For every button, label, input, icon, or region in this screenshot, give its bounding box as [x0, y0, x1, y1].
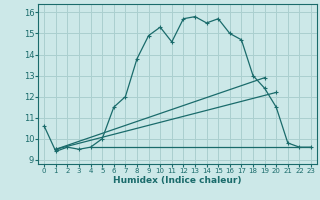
X-axis label: Humidex (Indice chaleur): Humidex (Indice chaleur) [113, 176, 242, 185]
